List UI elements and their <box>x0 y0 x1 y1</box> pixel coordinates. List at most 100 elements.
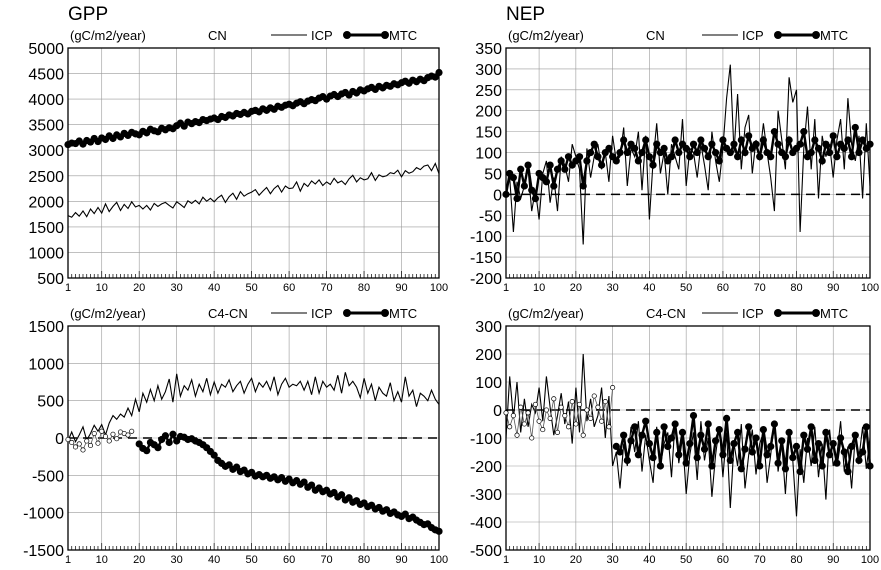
data-point-spinup <box>106 438 112 444</box>
data-point-mtc <box>704 420 712 428</box>
data-point-mtc <box>822 140 830 148</box>
data-point-mtc <box>814 440 823 448</box>
data-point-mtc <box>671 136 679 144</box>
y-tick-label: 500 <box>37 271 64 288</box>
x-tick-label: 40 <box>643 282 655 294</box>
data-point-mtc <box>169 430 177 438</box>
legend-mtc-dot <box>812 309 820 317</box>
x-tick-label: 70 <box>320 554 332 566</box>
data-point-mtc <box>653 428 661 436</box>
data-point-mtc <box>594 153 602 161</box>
data-point-spinup <box>591 393 597 399</box>
data-point-mtc <box>737 465 745 473</box>
y-tick-label: 300 <box>475 62 502 79</box>
data-point-mtc <box>781 465 790 473</box>
data-point-spinup <box>606 424 612 430</box>
data-point-mtc <box>634 451 642 459</box>
y-tick-label: -100 <box>470 229 502 246</box>
data-point-mtc <box>590 140 598 148</box>
data-point-spinup <box>584 407 590 413</box>
data-point-mtc <box>586 148 595 157</box>
data-point-mtc <box>770 128 779 136</box>
data-point-mtc <box>686 440 694 448</box>
data-point-mtc <box>759 426 767 434</box>
data-point-mtc <box>800 128 808 136</box>
data-point-mtc <box>631 144 639 152</box>
data-point-mtc <box>859 448 867 456</box>
data-point-mtc <box>550 182 558 190</box>
data-point-mtc <box>634 157 642 165</box>
x-tick-label: 10 <box>96 554 108 566</box>
data-point-spinup <box>573 421 579 427</box>
panel-nep-c4cn: -500 -400 -300 -200 -100 0 100 200 300 1 10 20 30 40 5… <box>470 306 879 566</box>
data-point-mtc <box>161 432 170 440</box>
data-point-mtc <box>855 456 863 464</box>
x-tick-label: 10 <box>533 554 545 566</box>
data-point-mtc <box>638 148 646 157</box>
data-point-mtc <box>645 153 653 161</box>
legend-icp-label: ICP <box>742 28 764 43</box>
series-line-mtc <box>615 415 872 472</box>
data-point-spinup <box>562 413 568 419</box>
x-tick-label: 80 <box>790 282 802 294</box>
data-point-mtc <box>597 161 606 169</box>
y-tick-label: 1000 <box>28 245 64 262</box>
data-point-mtc <box>781 153 790 161</box>
data-point-mtc <box>730 440 738 448</box>
data-point-mtc <box>763 451 771 459</box>
x-tick-label: 50 <box>246 554 258 566</box>
y-tick-label: -50 <box>479 208 502 225</box>
data-point-mtc <box>829 132 837 140</box>
data-point-mtc <box>583 157 591 165</box>
x-tick-label: 90 <box>395 554 407 566</box>
data-point-mtc <box>822 428 830 436</box>
y-tick-label: 2500 <box>28 169 64 186</box>
data-point-mtc <box>836 434 845 442</box>
data-point-mtc <box>704 153 712 161</box>
y-tick-label: -200 <box>470 271 502 288</box>
data-point-mtc <box>502 190 510 198</box>
data-point-mtc <box>620 136 628 144</box>
data-point-mtc <box>770 420 779 428</box>
data-point-mtc <box>667 434 676 442</box>
data-point-spinup <box>110 431 116 437</box>
x-tick-label: 70 <box>754 554 766 566</box>
panel-units-label: (gC/m2/year) <box>508 306 584 321</box>
y-tick-label: 1500 <box>28 319 64 336</box>
x-tick-label: 70 <box>754 282 766 294</box>
data-point-mtc <box>154 444 162 452</box>
data-point-mtc <box>575 153 584 161</box>
series-line-icp <box>505 64 871 245</box>
data-point-mtc <box>638 431 646 439</box>
data-point-mtc <box>675 451 683 459</box>
legend-mtc-label: MTC <box>820 306 848 321</box>
data-point-mtc <box>660 144 668 152</box>
data-point-mtc <box>745 423 753 431</box>
data-point-mtc <box>719 451 727 459</box>
data-point-mtc <box>778 437 786 445</box>
data-point-spinup <box>580 432 586 438</box>
data-point-mtc <box>759 136 767 144</box>
data-point-spinup <box>565 424 572 430</box>
data-point-mtc <box>656 462 665 470</box>
data-point-mtc <box>605 144 613 152</box>
data-point-mtc <box>631 423 639 431</box>
gpp-column-title: GPP <box>68 4 108 25</box>
x-tick-label: 40 <box>643 554 655 566</box>
y-tick-label: -300 <box>470 487 502 504</box>
data-point-mtc <box>844 136 852 144</box>
data-point-spinup <box>588 415 594 421</box>
data-point-spinup <box>599 418 605 424</box>
y-tick-label: 200 <box>475 104 502 121</box>
data-point-mtc <box>818 462 826 470</box>
data-point-spinup <box>547 415 553 421</box>
series-line-icp <box>67 372 440 443</box>
y-tick-label: 50 <box>484 166 502 183</box>
data-point-mtc <box>165 438 173 447</box>
data-point-mtc <box>686 153 694 161</box>
data-point-mtc <box>564 153 573 161</box>
data-point-mtc <box>829 440 837 448</box>
y-tick-label: -100 <box>470 431 502 448</box>
data-point-spinup <box>84 438 90 444</box>
